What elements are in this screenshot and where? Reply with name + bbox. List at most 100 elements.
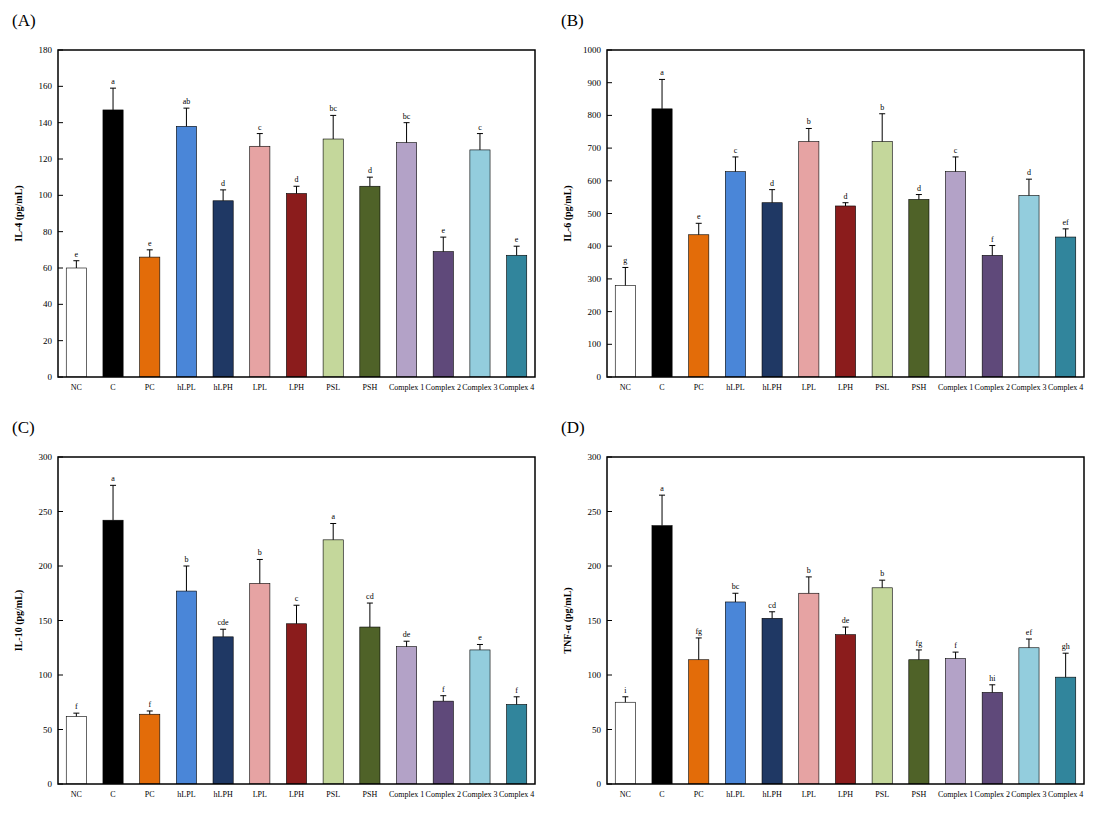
- bar: [945, 172, 965, 377]
- error-stem: [955, 652, 956, 659]
- significance-letter: d: [917, 184, 921, 193]
- significance-letter: cde: [218, 618, 230, 627]
- y-axis-label: IL-10 (pg/mL): [13, 590, 25, 651]
- error-stem: [625, 697, 626, 702]
- error-bar: [294, 186, 300, 193]
- x-tick-label: C: [659, 383, 664, 392]
- x-tick-label: PSL: [326, 383, 340, 392]
- panel: (A)020406080100120140160180IL-4 (pg/mL)e…: [12, 11, 535, 392]
- significance-letter: cd: [366, 592, 374, 601]
- x-tick-label: LPH: [838, 790, 853, 799]
- error-stem: [296, 605, 297, 624]
- marks: [615, 495, 1075, 784]
- y-tick-label: 500: [588, 209, 602, 219]
- plot-frame: [607, 50, 1084, 377]
- x-tick-label: Complex 2: [426, 383, 461, 392]
- error-stem: [259, 134, 260, 147]
- error-cap: [916, 194, 922, 195]
- bar: [507, 255, 527, 377]
- error-stem: [259, 559, 260, 583]
- significance-letter: c: [295, 594, 299, 603]
- y-tick-label: 400: [588, 241, 602, 251]
- error-cap: [294, 186, 300, 187]
- error-stem: [406, 641, 407, 646]
- error-cap: [477, 644, 483, 645]
- significance-letter: e: [148, 239, 152, 248]
- bar: [1019, 196, 1039, 377]
- x-tick-label: hLPH: [763, 383, 782, 392]
- error-stem: [369, 603, 370, 627]
- significance-letter: bc: [732, 582, 740, 591]
- x-tick-label: LPH: [289, 383, 304, 392]
- error-stem: [1065, 229, 1066, 237]
- x-tick-label: NC: [620, 383, 631, 392]
- y-tick-label: 180: [39, 45, 53, 55]
- error-cap: [440, 237, 446, 238]
- significance-letter: gh: [1062, 642, 1070, 651]
- x-tick-label: LPL: [802, 790, 816, 799]
- y-tick-label: 200: [588, 561, 602, 571]
- error-bar: [477, 644, 483, 649]
- y-tick-label: 300: [39, 452, 53, 462]
- error-bar: [330, 523, 336, 539]
- error-bar: [916, 650, 922, 660]
- plot-frame: [58, 50, 535, 377]
- significance-letter: f: [75, 702, 78, 711]
- bar: [176, 126, 196, 377]
- y-tick-label: 80: [43, 227, 53, 237]
- marks: [66, 88, 526, 377]
- x-tick-label: C: [110, 383, 115, 392]
- error-bar: [147, 711, 153, 714]
- plot-frame: [607, 457, 1084, 784]
- significance-letter: bc: [403, 112, 411, 121]
- error-cap: [806, 576, 812, 577]
- x-tick-label: hLPL: [726, 383, 744, 392]
- error-cap: [330, 115, 336, 116]
- x-tick-label: C: [659, 790, 664, 799]
- error-stem: [772, 190, 773, 203]
- error-cap: [769, 189, 775, 190]
- error-bar: [147, 250, 153, 257]
- error-cap: [622, 267, 628, 268]
- significance-letter: ef: [1063, 218, 1070, 227]
- plot-frame: [58, 457, 535, 784]
- error-bar: [769, 612, 775, 619]
- error-bar: [294, 605, 300, 624]
- error-cap: [404, 641, 410, 642]
- error-bar: [1026, 179, 1032, 195]
- x-tick-label: hLPL: [177, 790, 195, 799]
- y-axis-label: TNF-α (pg/mL): [562, 587, 574, 653]
- error-bar: [696, 638, 702, 660]
- error-cap: [183, 108, 189, 109]
- error-bar: [110, 88, 116, 110]
- bar: [1056, 677, 1076, 784]
- bar: [799, 142, 819, 377]
- error-cap: [477, 133, 483, 134]
- bar: [909, 199, 929, 377]
- bar: [725, 602, 745, 784]
- x-tick-label: PSH: [363, 790, 378, 799]
- error-bar: [220, 190, 226, 201]
- error-cap: [1026, 179, 1032, 180]
- error-stem: [992, 246, 993, 256]
- error-stem: [113, 485, 114, 520]
- error-bar: [110, 485, 116, 520]
- x-tick-label: PC: [694, 383, 704, 392]
- error-cap: [1063, 228, 1069, 229]
- error-cap: [367, 177, 373, 178]
- x-tick-label: Complex 4: [1048, 790, 1083, 799]
- error-cap: [769, 611, 775, 612]
- error-stem: [76, 261, 77, 268]
- x-tick-label: Complex 2: [426, 790, 461, 799]
- x-tick-label: hLPH: [214, 790, 233, 799]
- bar: [323, 139, 343, 377]
- y-axis-label: IL-4 (pg/mL): [13, 185, 25, 241]
- significance-letter: b: [880, 103, 884, 112]
- error-bar: [367, 177, 373, 186]
- y-tick-label: 50: [592, 725, 602, 735]
- significance-letter: e: [75, 250, 79, 259]
- figure: (A)020406080100120140160180IL-4 (pg/mL)e…: [0, 0, 1098, 814]
- error-cap: [953, 652, 959, 653]
- significance-letter: b: [258, 548, 262, 557]
- error-stem: [772, 612, 773, 619]
